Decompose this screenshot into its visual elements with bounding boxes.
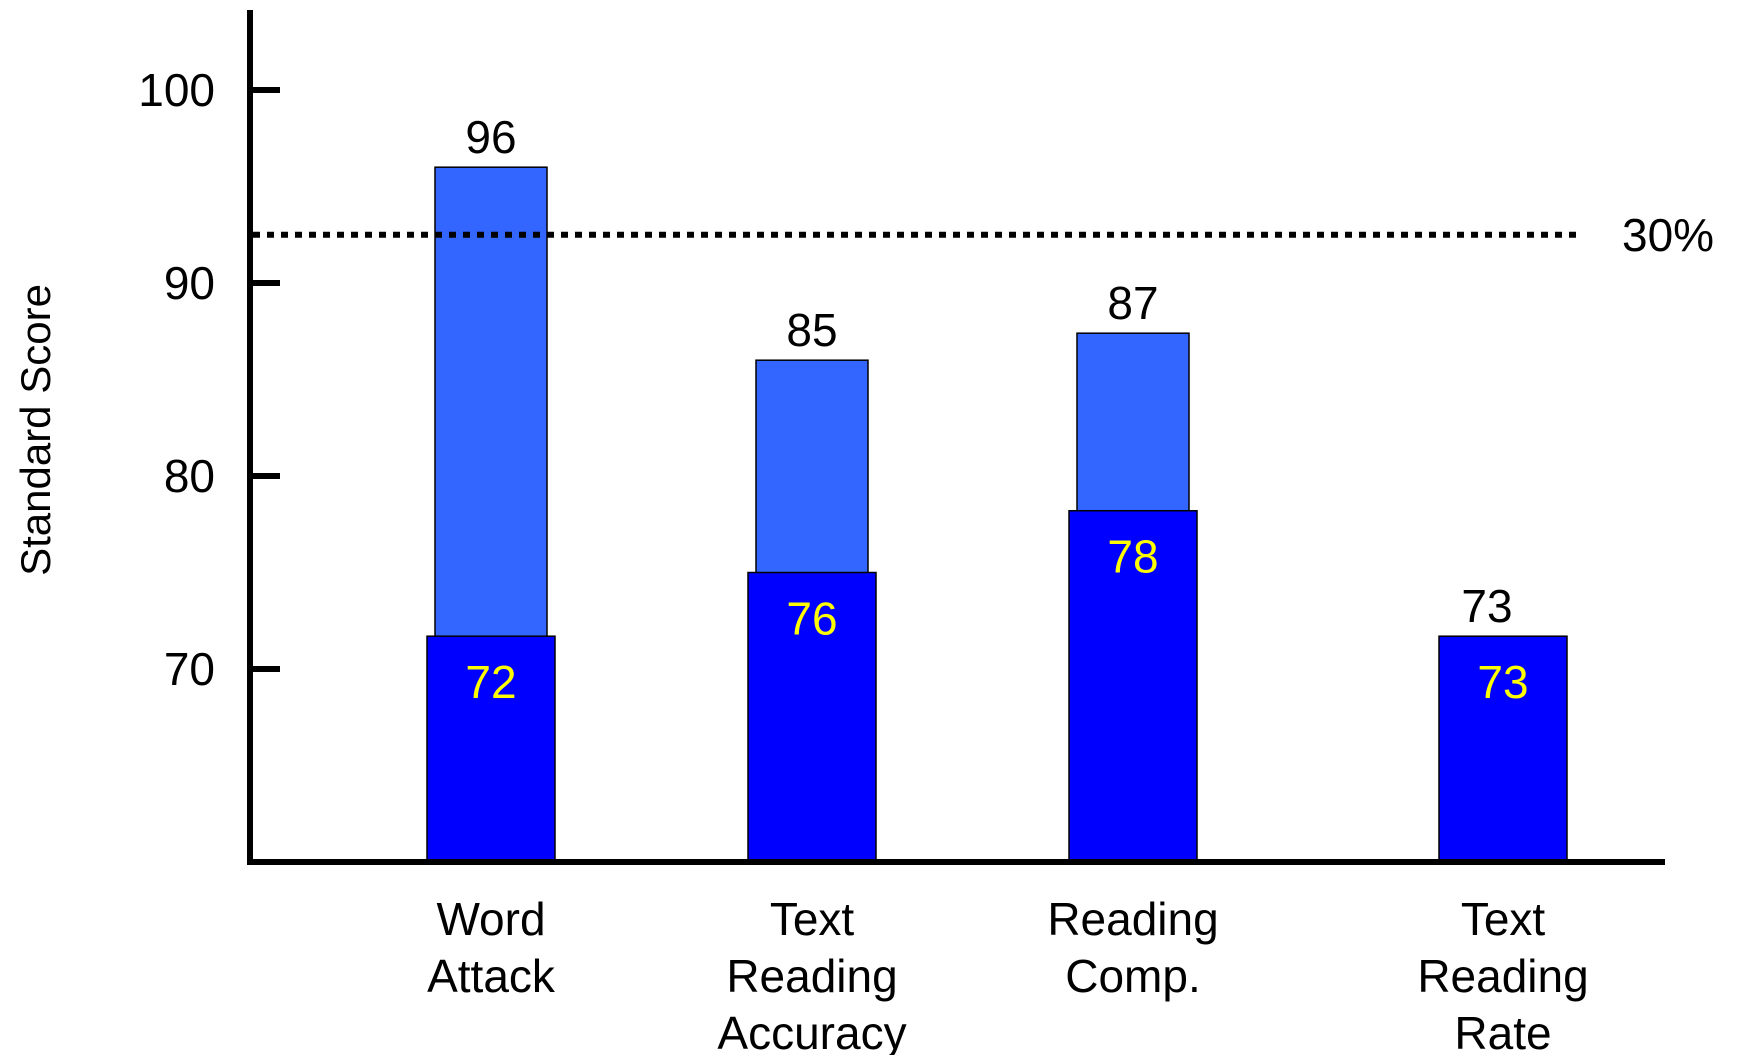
bar-inner-2	[1068, 509, 1198, 863]
category-label-3-0: Text	[1461, 893, 1546, 945]
y-tick-label-1: 80	[164, 450, 215, 502]
category-label-1-1: Reading	[726, 950, 897, 1002]
bar-inner-label-1: 76	[786, 593, 837, 645]
y-axis-title-group: Standard Score	[12, 284, 59, 576]
reference-line-label: 30%	[1622, 209, 1714, 261]
bar-inner-label-3: 73	[1477, 656, 1528, 708]
category-label-1-0: Text	[770, 893, 855, 945]
category-label-3-1: Reading	[1417, 950, 1588, 1002]
bar-top-label-2: 87	[1107, 277, 1158, 329]
y-tick-label-2: 90	[164, 257, 215, 309]
y-axis-title: Standard Score	[12, 284, 59, 576]
labels-layer: 9672WordAttack8576TextReadingAccuracy877…	[138, 64, 1714, 1055]
bar-inner-label-0: 72	[465, 656, 516, 708]
category-label-3-2: Rate	[1454, 1007, 1551, 1055]
bars-layer	[426, 166, 1568, 863]
bar-top-label-0: 96	[465, 111, 516, 163]
bar-top-label-3: 73	[1461, 580, 1512, 632]
y-tick-label-0: 70	[164, 643, 215, 695]
bar-top-label-1: 85	[786, 304, 837, 356]
axes-layer	[247, 10, 1665, 865]
category-label-0-1: Attack	[427, 950, 556, 1002]
bar-inner-1	[747, 571, 877, 863]
y-tick-label-3: 100	[138, 64, 215, 116]
bar-inner-0	[426, 635, 556, 863]
category-label-2-1: Comp.	[1065, 950, 1200, 1002]
category-label-2-0: Reading	[1047, 893, 1218, 945]
category-label-1-2: Accuracy	[717, 1007, 906, 1055]
bar-inner-label-2: 78	[1107, 531, 1158, 583]
category-label-0-0: Word	[436, 893, 545, 945]
